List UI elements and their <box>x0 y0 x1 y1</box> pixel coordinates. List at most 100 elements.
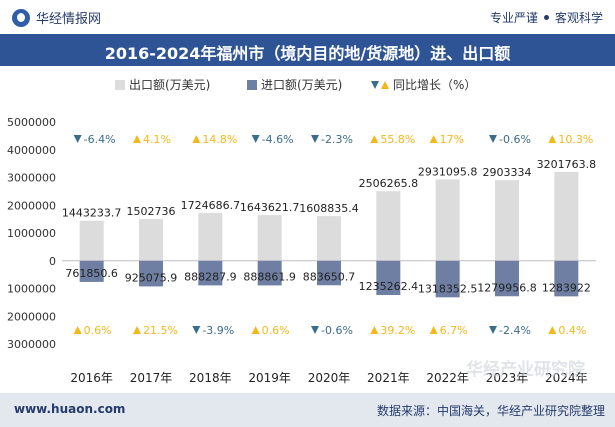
export-growth-up-arrow-icon <box>192 135 201 143</box>
import-bar <box>79 260 104 282</box>
export-value-label: 2903334 <box>483 166 532 179</box>
x-tick-label: 2024年 <box>545 371 588 385</box>
export-value-label: 2931095.8 <box>418 165 478 178</box>
import-value-label: 1235262.4 <box>359 280 419 293</box>
brand-name: 华经情报网 <box>36 12 102 27</box>
x-tick-label: 2020年 <box>308 371 351 385</box>
export-growth-down-arrow-icon <box>73 135 82 143</box>
export-growth-label: 17% <box>440 133 464 146</box>
legend-swatch-import <box>247 80 257 90</box>
import-bar <box>317 260 341 286</box>
chart-svg: 出口额(万美元) 进口额(万美元) 同比增长（%） 5000000 4000000 300… <box>7 78 597 385</box>
export-value-label: 3201763.8 <box>537 158 597 171</box>
export-bar <box>376 191 401 261</box>
import-value-label: 888287.9 <box>184 270 237 283</box>
import-growth-up-arrow-icon <box>429 326 438 334</box>
legend-label-export: 出口额(万美元) <box>129 78 210 92</box>
export-value-label: 1608835.4 <box>299 202 359 215</box>
import-growth-label: -0.6% <box>321 324 353 337</box>
import-growth-up-arrow-icon <box>73 326 82 334</box>
export-growth-up-arrow-icon <box>429 135 438 143</box>
export-growth-up-arrow-icon <box>370 135 379 143</box>
export-value-label: 2506265.8 <box>359 177 419 190</box>
export-bar <box>198 212 223 261</box>
export-bar <box>554 171 579 261</box>
y-tick-label: 3000000 <box>7 172 56 185</box>
legend-label-import: 进口额(万美元) <box>261 78 342 92</box>
export-value-label: 1643621.7 <box>240 201 300 214</box>
export-growth-label: -4.6% <box>262 133 294 146</box>
import-growth-label: 21.5% <box>143 324 178 337</box>
y-tick-label: 1000000 <box>7 227 56 240</box>
import-growth-label: 0.4% <box>558 324 586 337</box>
export-growth-up-arrow-icon <box>133 135 141 143</box>
import-value-label: 925075.9 <box>125 271 178 284</box>
import-growth-up-arrow-icon <box>251 326 260 334</box>
legend-label-growth: 同比增长（%） <box>393 78 476 92</box>
import-value-label: 1283922 <box>542 281 591 294</box>
import-growth-label: 0.6% <box>262 324 290 337</box>
import-bar <box>435 260 460 298</box>
export-bar <box>139 219 163 261</box>
tagline-left: 专业严谨 <box>489 11 538 25</box>
export-bar <box>435 179 460 261</box>
x-tick-label: 2018年 <box>189 371 232 385</box>
export-bar <box>317 216 341 261</box>
y-tick-label: 1000000 <box>7 283 56 296</box>
x-tick-label: 2022年 <box>426 371 469 385</box>
x-tick-label: 2019年 <box>248 371 291 385</box>
title-bar: 2016-2024年福州市（境内目的地/货源地）进、出口额 <box>0 34 615 66</box>
export-value-label: 1502736 <box>127 205 176 218</box>
import-value-label: 1279956.8 <box>477 281 537 294</box>
export-bar <box>79 220 104 261</box>
x-tick-label: 2021年 <box>367 371 410 385</box>
import-bar <box>139 260 163 287</box>
brand: 华经情报网 <box>12 8 101 27</box>
x-tick-label: 2023年 <box>486 371 529 385</box>
export-bar <box>257 215 282 261</box>
import-value-label: 888861.9 <box>243 270 296 283</box>
data-source: 数据来源：中国海关，华经产业研究院整理 <box>376 404 605 418</box>
export-growth-label: -2.3% <box>321 133 353 146</box>
y-tick-label: 2000000 <box>7 199 56 212</box>
export-growth-label: 4.1% <box>143 133 171 146</box>
export-growth-label: 14.8% <box>202 133 237 146</box>
import-growth-down-arrow-icon <box>489 326 497 334</box>
export-growth-down-arrow-icon <box>251 135 260 143</box>
export-value-label: 1443233.7 <box>62 207 122 220</box>
import-value-label: 1318352.5 <box>418 282 478 295</box>
export-value-label: 1724686.7 <box>181 199 241 212</box>
footer-bar: www.huaon.com 数据来源：中国海关，华经产业研究院整理 <box>0 393 615 427</box>
chart-title: 2016-2024年福州市（境内目的地/货源地）进、出口额 <box>104 44 511 63</box>
export-growth-label: 10.3% <box>558 133 593 146</box>
logo-icon <box>12 8 30 27</box>
import-value-label: 883650.7 <box>303 270 356 283</box>
y-tick-label: 0 <box>49 255 56 268</box>
y-tick-label: 5000000 <box>7 116 56 129</box>
tagline: 专业严谨 客观科学 <box>490 9 603 26</box>
bullet-icon <box>543 15 549 20</box>
y-tick-label: 2000000 <box>7 310 56 323</box>
import-growth-up-arrow-icon <box>370 326 379 334</box>
legend-down-arrow-icon <box>371 81 379 89</box>
import-growth-up-arrow-icon <box>133 326 141 334</box>
import-growth-label: -3.9% <box>202 324 234 337</box>
top-bar: 华经情报网 专业严谨 客观科学 <box>0 0 615 34</box>
import-growth-down-arrow-icon <box>192 326 201 334</box>
export-growth-down-arrow-icon <box>489 135 497 143</box>
import-growth-up-arrow-icon <box>548 326 557 334</box>
export-growth-label: -0.6% <box>499 133 531 146</box>
legend-swatch-export <box>115 80 125 90</box>
export-growth-label: 55.8% <box>380 133 415 146</box>
import-growth-label: -2.4% <box>499 324 531 337</box>
export-bar <box>495 180 519 261</box>
import-growth-label: 0.6% <box>84 324 112 337</box>
import-bar <box>257 260 282 286</box>
watermark: 华经产业研究院 <box>466 360 585 380</box>
y-tick-label: 4000000 <box>7 144 56 157</box>
import-value-label: 761850.6 <box>65 267 118 280</box>
import-bar <box>376 260 401 296</box>
x-tick-label: 2016年 <box>70 371 113 385</box>
export-growth-label: -6.4% <box>84 133 116 146</box>
